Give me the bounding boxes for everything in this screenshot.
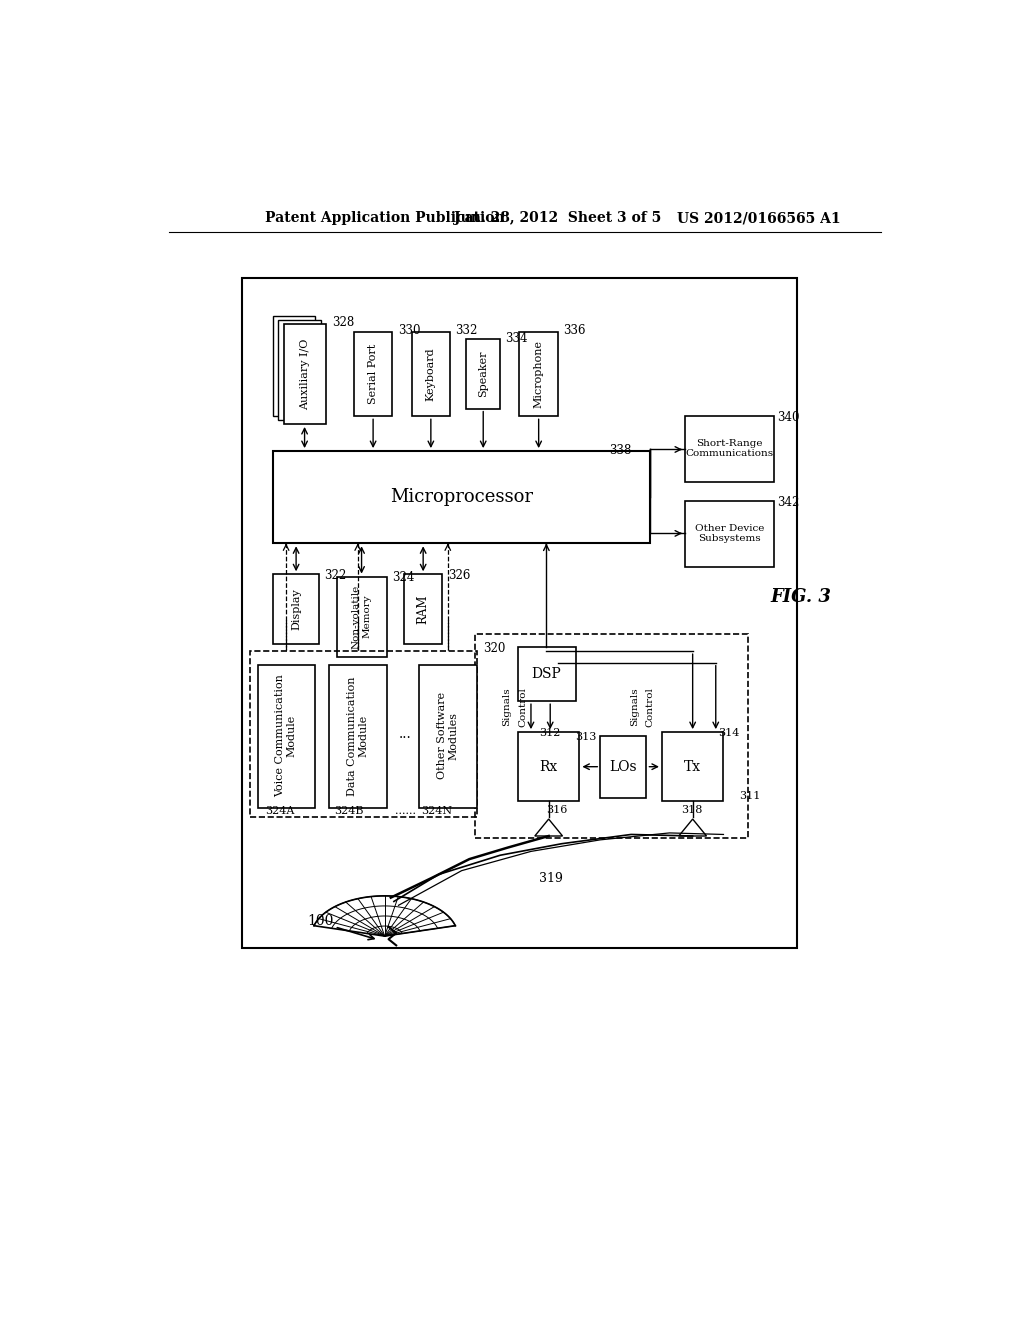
Bar	[518, 733, 580, 801]
Text: 336: 336	[563, 323, 586, 337]
Text: 324A: 324A	[265, 807, 295, 816]
Text: 342: 342	[777, 496, 800, 508]
Text: Serial Port: Serial Port	[368, 345, 378, 404]
Text: Auxiliary I/O: Auxiliary I/O	[300, 338, 309, 409]
Text: 320: 320	[483, 642, 506, 655]
Bar	[273, 574, 319, 644]
Text: 338: 338	[609, 445, 632, 458]
Text: 324N: 324N	[422, 807, 453, 816]
Bar	[403, 574, 442, 644]
Text: 314: 314	[718, 729, 739, 738]
Text: 316: 316	[547, 805, 567, 816]
Text: Speaker: Speaker	[478, 351, 488, 397]
Text: Other Software
Modules: Other Software Modules	[437, 692, 459, 780]
Text: LOs: LOs	[609, 760, 637, 774]
Text: 322: 322	[325, 569, 347, 582]
Bar	[284, 323, 326, 424]
Text: 324B: 324B	[335, 807, 365, 816]
Text: Rx: Rx	[540, 760, 558, 774]
Bar	[475, 635, 749, 838]
Bar	[600, 737, 646, 797]
Bar	[519, 331, 558, 416]
Bar	[258, 665, 315, 808]
Text: 326: 326	[447, 569, 470, 582]
Text: 318: 318	[681, 805, 702, 816]
Text: Short-Range
Communications: Short-Range Communications	[685, 440, 774, 458]
Text: RAM: RAM	[417, 594, 430, 623]
Text: FIG. 3: FIG. 3	[770, 589, 830, 606]
Text: ...: ...	[399, 727, 412, 742]
Text: 311: 311	[739, 791, 760, 801]
Bar	[466, 339, 500, 409]
Text: DSP: DSP	[531, 668, 561, 681]
Bar	[243, 277, 797, 948]
Bar	[662, 733, 724, 801]
Text: Control: Control	[646, 686, 654, 726]
Bar	[412, 331, 451, 416]
Text: Jun. 28, 2012  Sheet 3 of 5: Jun. 28, 2012 Sheet 3 of 5	[454, 211, 662, 226]
Text: US 2012/0166565 A1: US 2012/0166565 A1	[677, 211, 841, 226]
Text: 100: 100	[307, 913, 334, 928]
Text: 340: 340	[777, 411, 800, 424]
Text: Keyboard: Keyboard	[426, 347, 436, 401]
Bar	[685, 502, 773, 566]
Bar	[685, 416, 773, 482]
Text: Data Communication
Module: Data Communication Module	[347, 676, 369, 796]
Bar	[337, 577, 387, 657]
Bar	[518, 647, 575, 701]
Text: Microphone: Microphone	[534, 341, 544, 408]
Text: 319: 319	[539, 871, 562, 884]
Text: Control: Control	[519, 686, 527, 726]
Bar	[279, 321, 321, 420]
Text: Signals: Signals	[502, 688, 511, 726]
Text: Tx: Tx	[684, 760, 701, 774]
Text: Patent Application Publication: Patent Application Publication	[265, 211, 505, 226]
Text: Voice Communication
Module: Voice Communication Module	[275, 675, 297, 797]
Text: 332: 332	[456, 323, 478, 337]
Text: ......: ......	[395, 807, 416, 816]
Bar	[330, 665, 387, 808]
Text: 313: 313	[574, 733, 596, 742]
Bar	[273, 317, 315, 416]
Bar	[273, 451, 650, 544]
Bar	[250, 651, 477, 817]
Text: 330: 330	[397, 323, 420, 337]
Text: Microprocessor: Microprocessor	[390, 488, 534, 506]
Text: Display: Display	[291, 587, 301, 630]
Text: Non-volatile
Memory: Non-volatile Memory	[352, 585, 372, 648]
Text: 324: 324	[392, 572, 415, 585]
Text: 334: 334	[506, 331, 528, 345]
Bar	[419, 665, 477, 808]
Text: Other Device
Subsystems: Other Device Subsystems	[695, 524, 764, 543]
Bar	[354, 331, 392, 416]
Text: Signals: Signals	[631, 688, 639, 726]
Text: 328: 328	[333, 317, 354, 329]
Text: 312: 312	[539, 729, 560, 738]
